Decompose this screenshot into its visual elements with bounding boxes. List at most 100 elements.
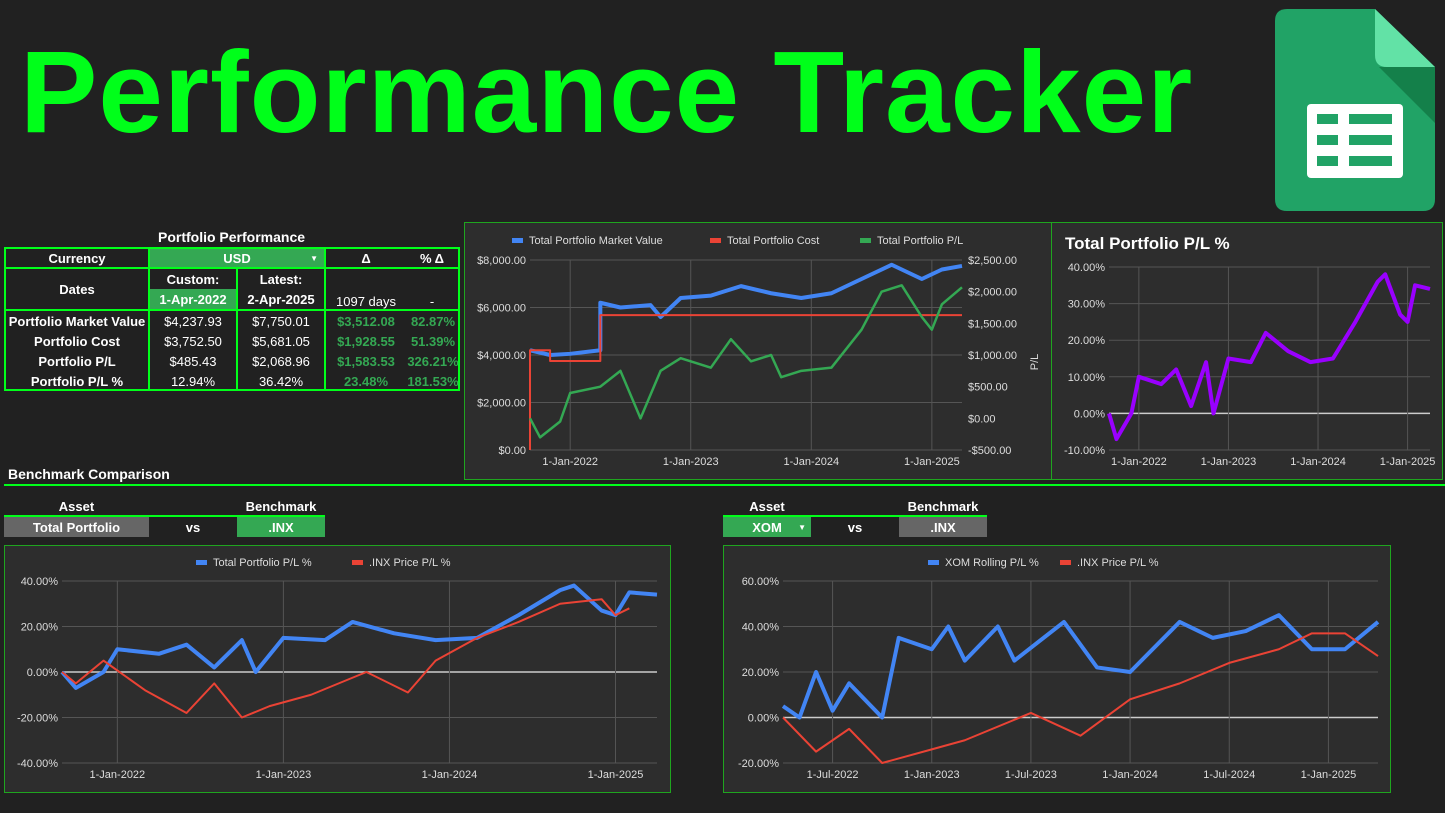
- legend-swatch: [928, 560, 939, 565]
- y2-tick-label: $0.00: [968, 413, 996, 425]
- custom-label: Custom:: [166, 271, 220, 287]
- legend-label: .INX Price P/L %: [1077, 557, 1159, 569]
- right-asset-select[interactable]: XOM ▼: [723, 517, 811, 537]
- latest-date: 2-Apr-2025: [247, 291, 315, 307]
- latest-label: Latest:: [259, 271, 303, 287]
- series-line-0: [60, 583, 658, 690]
- days-pct: -: [429, 293, 435, 309]
- left-asset-value[interactable]: Total Portfolio: [4, 517, 149, 537]
- y-tick-label: $4,000.00: [477, 350, 526, 362]
- series-line-1: [529, 314, 962, 450]
- portfolio-pct-cell: 326.21%: [407, 353, 459, 369]
- portfolio-custom-cell: 12.94%: [170, 373, 216, 389]
- y-tick-label: $2,000.00: [477, 398, 526, 410]
- y-tick-label: -40.00%: [17, 758, 58, 770]
- left-benchmark-input[interactable]: .INX: [237, 517, 325, 537]
- y2-axis-label: P/L: [1029, 354, 1041, 371]
- y2-tick-label: -$500.00: [968, 445, 1011, 457]
- portfolio-custom-cell: $485.43: [169, 353, 217, 369]
- portfolio-title: Portfolio Performance: [157, 229, 306, 245]
- legend-label: Total Portfolio Market Value: [529, 235, 663, 247]
- x-tick-label: 1-Jan-2024: [1102, 769, 1158, 781]
- divider: [4, 309, 460, 311]
- x-tick-label: 1-Jan-2023: [663, 456, 719, 468]
- x-tick-label: 1-Jan-2025: [904, 456, 960, 468]
- portfolio-label-cell: Portfolio P/L %: [30, 373, 124, 389]
- x-tick-label: 1-Jan-2024: [422, 769, 478, 781]
- right-asset-label: Asset: [749, 498, 785, 514]
- y-tick-label: -20.00%: [17, 713, 58, 725]
- dropdown-arrow-icon: ▼: [798, 522, 806, 532]
- x-tick-label: 1-Jan-2025: [1301, 769, 1357, 781]
- divider: [723, 515, 987, 517]
- divider: [4, 515, 325, 517]
- divider: [148, 309, 150, 389]
- portfolio-latest-cell: $2,068.96: [252, 353, 310, 369]
- days-count: 1097 days: [336, 293, 396, 309]
- left-asset-label: Asset: [58, 498, 95, 514]
- y-tick-label: -20.00%: [738, 758, 779, 770]
- portfolio-delta-cell: $3,512.08: [337, 313, 395, 329]
- custom-date-input[interactable]: 1-Apr-2022: [150, 289, 236, 309]
- pct-delta-label: % Δ: [419, 250, 445, 266]
- x-tick-label: 1-Jan-2025: [1380, 456, 1436, 468]
- legend-label: .INX Price P/L %: [369, 557, 451, 569]
- left-vs: vs: [185, 519, 201, 535]
- right-benchmark-value[interactable]: .INX: [899, 517, 987, 537]
- series-line-0: [781, 613, 1380, 720]
- right-benchmark-label: Benchmark: [907, 498, 979, 514]
- portfolio-value-chart-panel: [464, 222, 1052, 480]
- pl-percent-chart-title: Total Portfolio P/L %: [1065, 234, 1230, 253]
- y-tick-label: 60.00%: [742, 576, 780, 588]
- portfolio-delta-cell: $1,928.55: [337, 333, 395, 349]
- series-line-1: [61, 598, 630, 719]
- dropdown-arrow-icon: ▼: [310, 253, 318, 263]
- right-asset-value: XOM: [752, 519, 782, 535]
- y-tick-label: 0.00%: [27, 667, 58, 679]
- right-vs: vs: [847, 519, 863, 535]
- portfolio-pct-cell: 51.39%: [410, 333, 456, 349]
- x-tick-label: 1-Jan-2023: [1201, 456, 1257, 468]
- legend-label: Total Portfolio P/L %: [213, 557, 312, 569]
- delta-header: [324, 247, 460, 269]
- y-tick-label: -10.00%: [1064, 445, 1105, 457]
- portfolio-latest-cell: $7,750.01: [252, 313, 310, 329]
- portfolio-pct-cell: 82.87%: [410, 313, 456, 329]
- x-tick-label: 1-Jan-2022: [90, 769, 146, 781]
- legend-swatch: [860, 238, 871, 243]
- portfolio-custom-cell: $4,237.93: [164, 313, 222, 329]
- asset-vs-benchmark-panel: [723, 545, 1391, 793]
- x-tick-label: 1-Jan-2024: [1290, 456, 1346, 468]
- legend-swatch: [196, 560, 207, 565]
- y-tick-label: 0.00%: [748, 713, 779, 725]
- x-tick-label: 1-Jan-2022: [1111, 456, 1167, 468]
- portfolio-delta-cell: 23.48%: [343, 373, 389, 389]
- google-sheets-icon: [1275, 9, 1435, 211]
- portfolio-label-cell: Portfolio P/L: [38, 353, 116, 369]
- y-tick-label: $8,000.00: [477, 255, 526, 267]
- y-tick-label: 0.00%: [1074, 408, 1105, 420]
- portfolio-pct-cell: 181.53%: [407, 373, 459, 389]
- y2-tick-label: $500.00: [968, 382, 1008, 394]
- series-line-1: [782, 632, 1379, 764]
- divider: [4, 484, 1445, 486]
- portfolio-delta-cell: $1,583.53: [337, 353, 395, 369]
- legend-swatch: [512, 238, 523, 243]
- legend-label: Total Portfolio Cost: [727, 235, 819, 247]
- portfolio-label-cell: Portfolio Cost: [34, 333, 120, 349]
- divider: [324, 269, 326, 389]
- x-tick-label: 1-Jan-2024: [783, 456, 839, 468]
- y-tick-label: $6,000.00: [477, 303, 526, 315]
- legend-label: Total Portfolio P/L: [877, 235, 963, 247]
- y2-tick-label: $1,000.00: [968, 350, 1017, 362]
- currency-value: USD: [223, 250, 251, 266]
- portfolio-label-cell: Portfolio Market Value: [8, 313, 146, 329]
- legend-swatch: [352, 560, 363, 565]
- y-tick-label: 40.00%: [1068, 262, 1106, 274]
- x-tick-label: 1-Jan-2023: [256, 769, 312, 781]
- y2-tick-label: $2,500.00: [968, 255, 1017, 267]
- legend-swatch: [710, 238, 721, 243]
- y-tick-label: $0.00: [498, 445, 526, 457]
- y-tick-label: 20.00%: [742, 667, 780, 679]
